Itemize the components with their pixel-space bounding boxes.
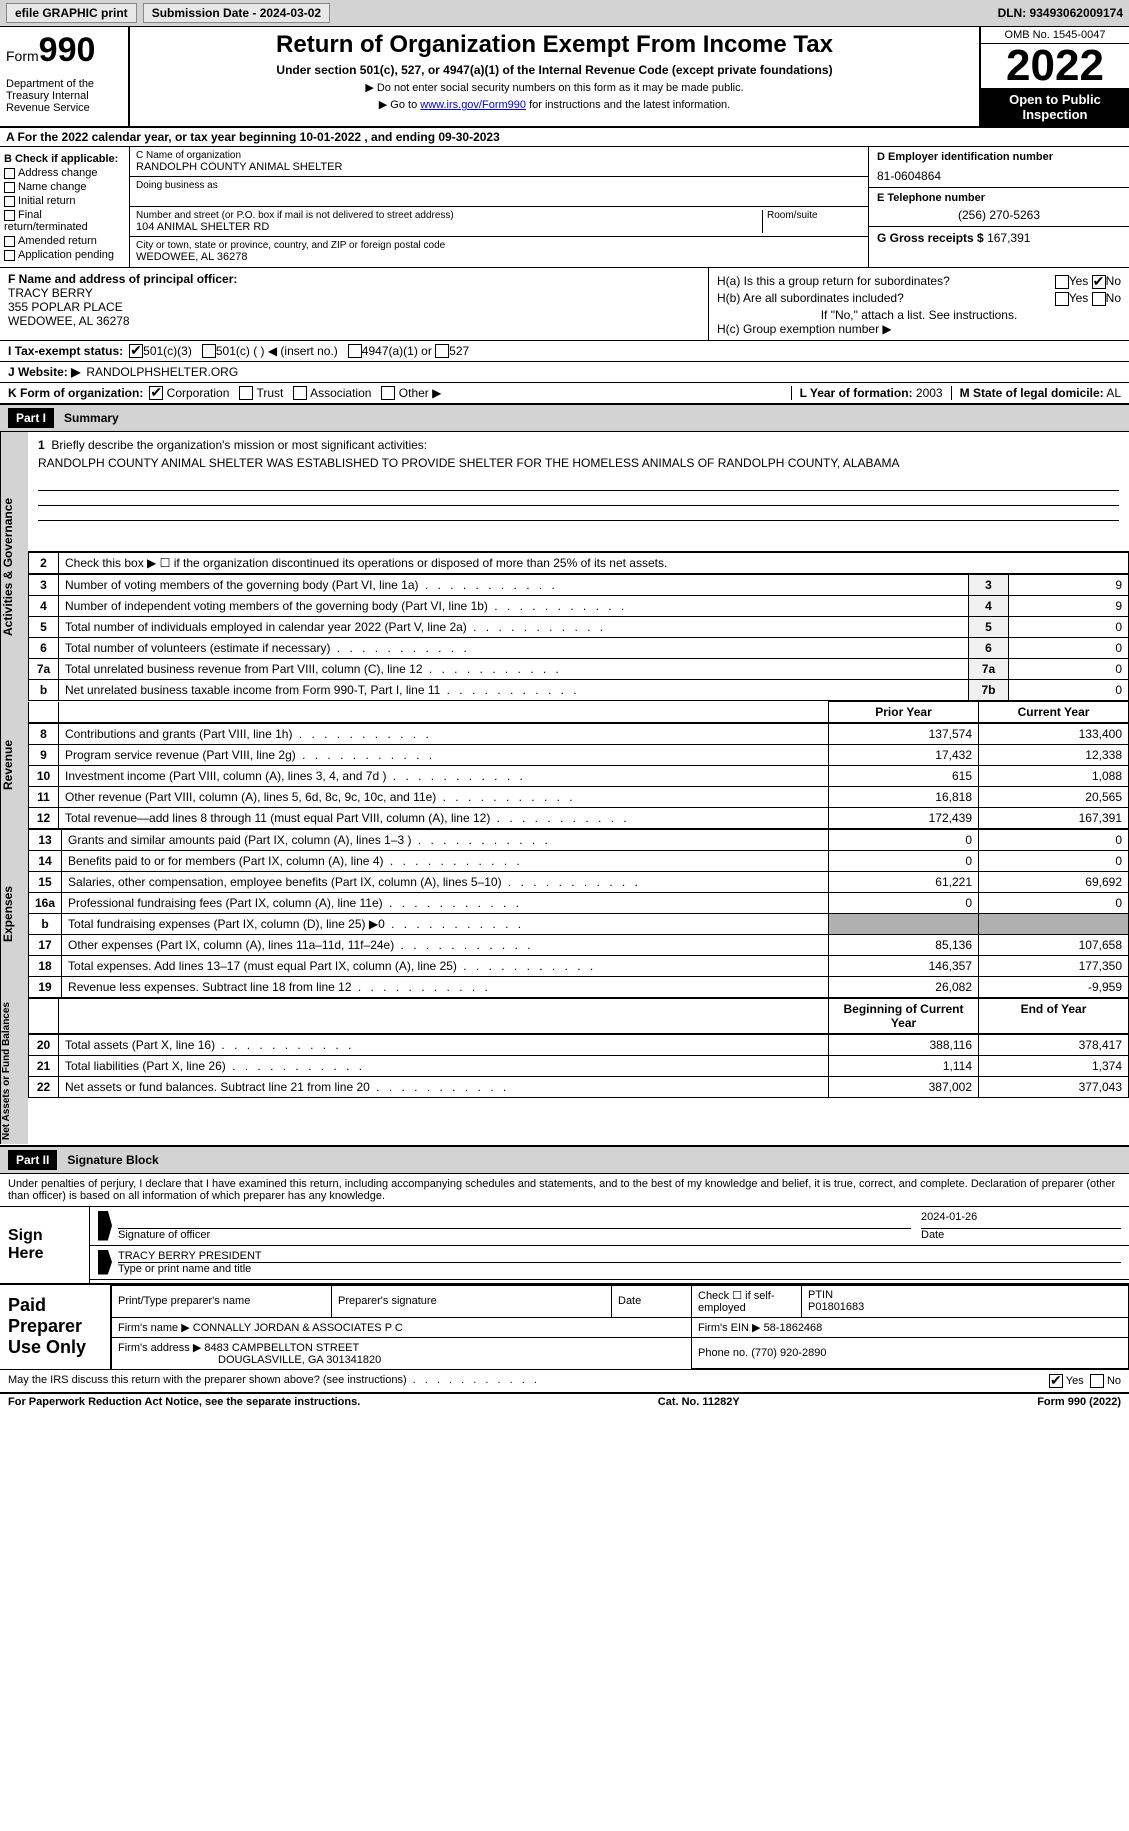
table-row: 8Contributions and grants (Part VIII, li… <box>29 724 1129 745</box>
table-row: 18Total expenses. Add lines 13–17 (must … <box>29 956 1129 977</box>
page-footer: For Paperwork Reduction Act Notice, see … <box>0 1392 1129 1410</box>
column-d: D Employer identification number 81-0604… <box>869 147 1129 267</box>
hb-no-checkbox[interactable] <box>1092 292 1106 306</box>
mission-text: RANDOLPH COUNTY ANIMAL SHELTER WAS ESTAB… <box>38 456 1119 470</box>
firm-ein: 58-1862468 <box>764 1322 823 1334</box>
table-row: 21Total liabilities (Part X, line 26)1,1… <box>29 1056 1129 1077</box>
table-row: 14Benefits paid to or for members (Part … <box>29 851 1129 872</box>
ptin-value: P01801683 <box>808 1301 1122 1313</box>
section-bcd: B Check if applicable: Address changeNam… <box>0 147 1129 268</box>
org-name: RANDOLPH COUNTY ANIMAL SHELTER <box>136 161 862 173</box>
checkbox-application-pending[interactable]: Application pending <box>4 249 125 261</box>
section-fgh: F Name and address of principal officer:… <box>0 268 1129 341</box>
table-row: bTotal fundraising expenses (Part IX, co… <box>29 914 1129 935</box>
ein-value: 81-0604864 <box>877 169 1121 183</box>
table-row: 13Grants and similar amounts paid (Part … <box>29 830 1129 851</box>
irs-yes-checkbox[interactable] <box>1049 1374 1063 1388</box>
table-row: 3Number of voting members of the governi… <box>29 575 1129 596</box>
top-toolbar: efile GRAPHIC print Submission Date - 20… <box>0 0 1129 27</box>
phone-value: (256) 270-5263 <box>877 208 1121 222</box>
table-row: 7aTotal unrelated business revenue from … <box>29 659 1129 680</box>
table-row: 19Revenue less expenses. Subtract line 1… <box>29 977 1129 998</box>
table-row: 16aProfessional fundraising fees (Part I… <box>29 893 1129 914</box>
org-city: WEDOWEE, AL 36278 <box>136 251 862 263</box>
efile-button[interactable]: efile GRAPHIC print <box>6 3 137 23</box>
line-klm: K Form of organization: Corporation Trus… <box>0 383 1129 406</box>
table-row: 17Other expenses (Part IX, column (A), l… <box>29 935 1129 956</box>
table-row: 15Salaries, other compensation, employee… <box>29 872 1129 893</box>
line-j: J Website: ▶ RANDOLPHSHELTER.ORG <box>0 362 1129 383</box>
note-2: ▶ Go to www.irs.gov/Form990 for instruct… <box>134 98 975 111</box>
note-1: ▶ Do not enter social security numbers o… <box>134 81 975 94</box>
checkbox-name-change[interactable]: Name change <box>4 181 125 193</box>
may-irs-row: May the IRS discuss this return with the… <box>0 1369 1129 1392</box>
part1-revenue: Revenue Prior YearCurrent Year 8Contribu… <box>0 701 1129 829</box>
table-row: 9Program service revenue (Part VIII, lin… <box>29 745 1129 766</box>
prep-phone: (770) 920-2890 <box>751 1347 826 1359</box>
officer-name: TRACY BERRY <box>8 286 700 300</box>
part1-header: Part I Summary <box>0 405 1129 432</box>
sig-date: 2024-01-26 <box>921 1211 1121 1229</box>
table-row: bNet unrelated business taxable income f… <box>29 680 1129 701</box>
dept-text: Department of the Treasury Internal Reve… <box>6 78 122 114</box>
form-number: Form990 <box>6 31 122 70</box>
column-c: C Name of organization RANDOLPH COUNTY A… <box>130 147 869 267</box>
form-title: Return of Organization Exempt From Incom… <box>134 31 975 59</box>
sign-here-section: Sign Here Signature of officer 2024-01-2… <box>0 1207 1129 1283</box>
ha-yes-checkbox[interactable] <box>1055 275 1069 289</box>
hb-yes-checkbox[interactable] <box>1055 292 1069 306</box>
table-row: 10Investment income (Part VIII, column (… <box>29 766 1129 787</box>
checkbox-amended-return[interactable]: Amended return <box>4 235 125 247</box>
table-row: 6Total number of volunteers (estimate if… <box>29 638 1129 659</box>
column-b: B Check if applicable: Address changeNam… <box>0 147 130 267</box>
table-row: 11Other revenue (Part VIII, column (A), … <box>29 787 1129 808</box>
tax-year: 2022 <box>981 44 1129 88</box>
officer-name-title: TRACY BERRY PRESIDENT <box>118 1250 1121 1263</box>
website-value: RANDOLPHSHELTER.ORG <box>86 365 238 379</box>
checkbox-initial-return[interactable]: Initial return <box>4 195 125 207</box>
table-row: 12Total revenue—add lines 8 through 11 (… <box>29 808 1129 829</box>
row-a: A For the 2022 calendar year, or tax yea… <box>0 128 1129 147</box>
line-i: I Tax-exempt status: 501(c)(3) 501(c) ( … <box>0 341 1129 362</box>
table-row: 20Total assets (Part X, line 16)388,1163… <box>29 1035 1129 1056</box>
gross-receipts: 167,391 <box>987 231 1030 245</box>
table-row: 22Net assets or fund balances. Subtract … <box>29 1077 1129 1098</box>
form-header: Form990 Department of the Treasury Inter… <box>0 27 1129 128</box>
submission-button[interactable]: Submission Date - 2024-03-02 <box>143 3 330 23</box>
declaration-text: Under penalties of perjury, I declare th… <box>0 1174 1129 1207</box>
arrow-icon <box>98 1250 112 1275</box>
checkbox-address-change[interactable]: Address change <box>4 167 125 179</box>
paid-preparer-section: Paid Preparer Use Only Print/Type prepar… <box>0 1283 1129 1370</box>
org-address: 104 ANIMAL SHELTER RD <box>136 221 762 233</box>
table-row: 4Number of independent voting members of… <box>29 596 1129 617</box>
irs-no-checkbox[interactable] <box>1090 1374 1104 1388</box>
part2-header: Part II Signature Block <box>0 1147 1129 1174</box>
part1-governance: Activities & Governance 1 Briefly descri… <box>0 432 1129 701</box>
part1-expenses: Expenses 13Grants and similar amounts pa… <box>0 829 1129 998</box>
arrow-icon <box>98 1211 112 1241</box>
checkbox-final-return-terminated[interactable]: Final return/terminated <box>4 209 125 233</box>
part1-netassets: Net Assets or Fund Balances Beginning of… <box>0 998 1129 1146</box>
ha-no-checkbox[interactable] <box>1092 275 1106 289</box>
firm-name: CONNALLY JORDAN & ASSOCIATES P C <box>193 1322 403 1334</box>
form-subtitle: Under section 501(c), 527, or 4947(a)(1)… <box>134 63 975 77</box>
501c3-checkbox[interactable] <box>129 344 143 358</box>
open-public: Open to Public Inspection <box>981 88 1129 126</box>
irs-link[interactable]: www.irs.gov/Form990 <box>420 99 526 111</box>
dln-text: DLN: 93493062009174 <box>998 6 1123 20</box>
table-row: 5Total number of individuals employed in… <box>29 617 1129 638</box>
